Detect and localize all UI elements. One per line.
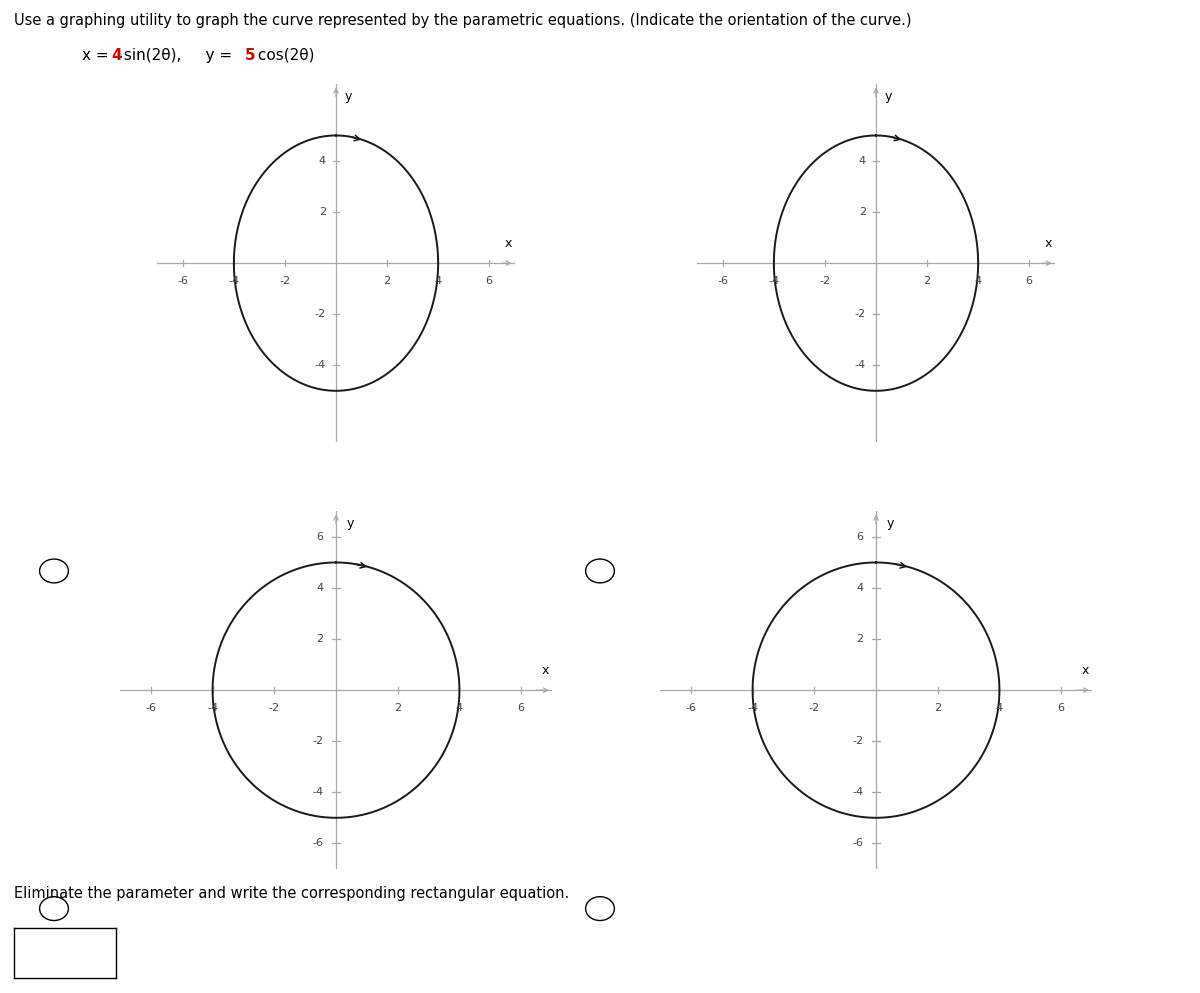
Text: cos(2θ): cos(2θ) [253, 48, 314, 63]
Text: 4: 4 [974, 276, 982, 286]
Text: -2: -2 [852, 736, 864, 746]
Text: -6: -6 [178, 276, 188, 286]
Text: sin(2θ),: sin(2θ), [119, 48, 181, 63]
Text: 2: 2 [857, 635, 864, 644]
Text: -4: -4 [208, 703, 218, 713]
Text: -6: -6 [313, 838, 324, 848]
Text: Eliminate the parameter and write the corresponding rectangular equation.: Eliminate the parameter and write the co… [14, 886, 570, 901]
Text: 6: 6 [517, 703, 524, 713]
Text: 4: 4 [859, 156, 865, 166]
Text: -6: -6 [685, 703, 696, 713]
Text: 6: 6 [486, 276, 493, 286]
Text: y: y [344, 89, 353, 102]
Text: x: x [1081, 664, 1088, 677]
Text: 4: 4 [996, 703, 1003, 713]
Text: 4: 4 [434, 276, 442, 286]
Text: -4: -4 [748, 703, 758, 713]
Text: y: y [347, 516, 354, 529]
Text: y: y [887, 516, 894, 529]
Text: 2: 2 [924, 276, 931, 286]
Text: -4: -4 [852, 787, 864, 797]
Text: -4: -4 [228, 276, 240, 286]
Text: 4: 4 [456, 703, 463, 713]
Text: 2: 2 [319, 208, 325, 217]
Text: -2: -2 [809, 703, 820, 713]
Text: -2: -2 [269, 703, 280, 713]
Text: -4: -4 [854, 360, 865, 370]
Text: x: x [505, 237, 512, 250]
Text: 4: 4 [112, 48, 122, 63]
Text: -2: -2 [854, 309, 865, 319]
Text: -2: -2 [312, 736, 324, 746]
Text: 6: 6 [1057, 703, 1064, 713]
Text: 6: 6 [1026, 276, 1033, 286]
Text: -6: -6 [718, 276, 728, 286]
Text: x: x [1045, 237, 1052, 250]
Text: -4: -4 [768, 276, 780, 286]
Text: y =: y = [186, 48, 236, 63]
Text: -2: -2 [280, 276, 290, 286]
Text: -6: -6 [853, 838, 864, 848]
Text: 6: 6 [857, 532, 864, 542]
Text: 4: 4 [857, 583, 864, 593]
Text: 2: 2 [859, 208, 865, 217]
Text: 4: 4 [319, 156, 325, 166]
Text: 2: 2 [317, 635, 324, 644]
Text: 4: 4 [317, 583, 324, 593]
Text: 6: 6 [317, 532, 324, 542]
Text: 2: 2 [934, 703, 941, 713]
Text: -4: -4 [314, 360, 325, 370]
Text: 2: 2 [394, 703, 401, 713]
Text: -6: -6 [145, 703, 156, 713]
Text: x =: x = [82, 48, 113, 63]
Text: -4: -4 [312, 787, 324, 797]
Text: Use a graphing utility to graph the curve represented by the parametric equation: Use a graphing utility to graph the curv… [14, 13, 912, 28]
Text: 5: 5 [245, 48, 256, 63]
Text: x: x [541, 664, 548, 677]
Text: -2: -2 [314, 309, 325, 319]
Text: 2: 2 [384, 276, 391, 286]
Text: -2: -2 [820, 276, 830, 286]
Text: y: y [884, 89, 893, 102]
